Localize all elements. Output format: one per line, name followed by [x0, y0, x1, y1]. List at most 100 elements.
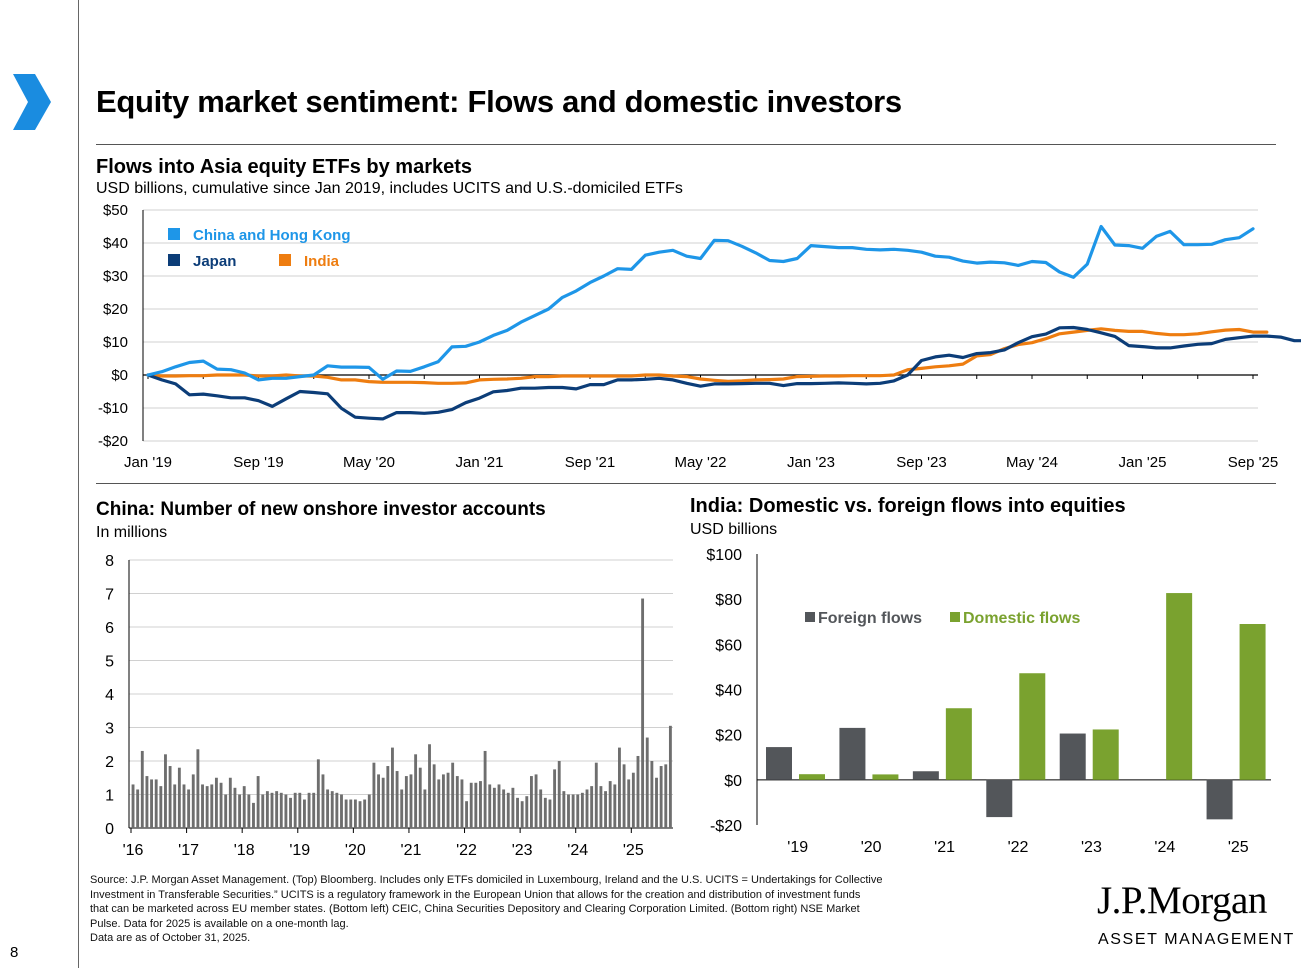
account-bar — [432, 764, 436, 828]
account-bar — [201, 784, 204, 828]
x-tick-label: '24 — [567, 842, 588, 859]
account-bar — [367, 794, 371, 828]
legend-label-foreign: Foreign flows — [818, 610, 922, 627]
account-bar — [655, 777, 658, 828]
domestic-flow-bar — [872, 774, 899, 780]
x-tick-label: '25 — [623, 842, 644, 859]
account-bar — [469, 782, 473, 828]
account-bar — [293, 792, 297, 828]
y-tick-label: $20 — [103, 301, 128, 318]
asset-management-logo-text: ASSET MANAGEMENT — [1098, 931, 1295, 948]
source-line: Pulse. Data for 2025 is available on a o… — [90, 917, 349, 930]
account-bar — [599, 786, 603, 829]
account-bar — [279, 792, 283, 828]
x-tick-label: Jan '19 — [124, 454, 172, 471]
x-tick-label: Sep '21 — [565, 454, 615, 471]
account-bar — [344, 799, 348, 828]
x-tick-label: Jan '25 — [1119, 454, 1167, 471]
domestic-flow-bar — [1239, 624, 1266, 780]
account-bar — [613, 784, 617, 828]
account-bar — [539, 789, 543, 828]
account-bar — [289, 797, 292, 828]
y-tick-label: 6 — [105, 620, 114, 637]
chevron-icon — [13, 74, 51, 130]
x-tick-label: Sep '25 — [1228, 454, 1278, 471]
account-bar — [446, 772, 450, 828]
foreign-flow-bar — [1059, 733, 1086, 780]
y-tick-label: 0 — [105, 821, 114, 838]
title-rule — [96, 144, 1276, 145]
account-bar — [340, 794, 343, 828]
japan-line — [146, 325, 1301, 421]
legend-swatch-foreign — [805, 612, 815, 622]
account-bar — [664, 764, 668, 828]
account-bar — [631, 772, 635, 828]
account-bar — [488, 784, 492, 828]
x-tick-label: '17 — [178, 842, 199, 859]
account-bar — [363, 799, 367, 828]
y-tick-label: $0 — [111, 367, 128, 384]
account-bar — [604, 791, 607, 828]
account-bar — [298, 792, 302, 828]
account-bar — [349, 799, 353, 828]
account-bar — [497, 784, 501, 828]
x-tick-label: '25 — [1228, 839, 1249, 856]
account-bar — [645, 737, 649, 828]
account-bar — [562, 791, 566, 828]
x-tick-label: '19 — [289, 842, 310, 859]
account-bar — [372, 762, 376, 828]
domestic-flow-bar — [1019, 673, 1046, 780]
legend-swatch-india — [279, 254, 291, 266]
x-tick-label: Jan '23 — [787, 454, 835, 471]
section-rule — [96, 483, 1276, 484]
account-bar — [451, 762, 455, 828]
y-tick-label: $50 — [103, 202, 128, 219]
account-bar — [650, 761, 654, 828]
legend-label-japan: Japan — [193, 253, 236, 270]
account-bar — [173, 784, 177, 828]
x-tick-label: '16 — [123, 842, 144, 859]
account-bar — [145, 776, 149, 828]
account-bar — [529, 776, 533, 828]
x-tick-label: '23 — [512, 842, 533, 859]
y-tick-label: $80 — [715, 592, 742, 609]
account-bar — [428, 744, 431, 828]
account-bar — [391, 747, 394, 828]
x-tick-label: Sep '23 — [896, 454, 946, 471]
y-tick-label: 1 — [105, 788, 114, 805]
account-bar — [256, 776, 260, 828]
y-tick-label: -$10 — [98, 400, 128, 417]
x-tick-label: '22 — [1008, 839, 1029, 856]
foreign-flow-bar — [839, 727, 866, 780]
account-bar — [627, 779, 631, 828]
account-bar — [534, 774, 538, 828]
y-tick-label: 8 — [105, 553, 114, 570]
account-bar — [242, 786, 246, 829]
legend-label-domestic: Domestic flows — [963, 610, 1080, 627]
account-bar — [502, 789, 506, 828]
right-chart-subtitle: USD billions — [690, 521, 778, 538]
account-bar — [395, 771, 399, 828]
x-tick-label: May '24 — [1006, 454, 1058, 471]
y-tick-label: $40 — [715, 683, 742, 700]
account-bar — [187, 789, 191, 828]
top-chart-title: Flows into Asia equity ETFs by markets — [96, 156, 473, 178]
account-bar — [576, 794, 580, 828]
account-bar — [492, 787, 496, 828]
account-bar — [594, 762, 598, 828]
x-tick-label: '19 — [787, 839, 808, 856]
source-line: Data are as of October 31, 2025. — [90, 932, 251, 944]
account-bar — [668, 725, 672, 828]
account-bar — [131, 784, 135, 828]
account-bar — [316, 759, 320, 828]
y-tick-label: 4 — [105, 687, 114, 704]
account-bar — [261, 794, 265, 828]
account-bar — [548, 799, 552, 828]
account-bar — [414, 754, 418, 828]
account-bar — [238, 794, 242, 828]
account-bar — [164, 754, 167, 828]
account-bar — [224, 794, 228, 828]
y-tick-label: 3 — [105, 721, 114, 738]
account-bar — [154, 779, 158, 828]
x-tick-label: Jan '21 — [456, 454, 504, 471]
